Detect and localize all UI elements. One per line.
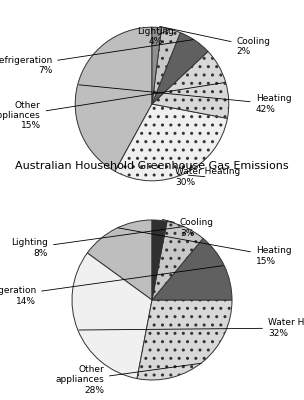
Wedge shape [87, 220, 152, 300]
Text: Other
appliances
15%: Other appliances 15% [0, 82, 224, 130]
Wedge shape [152, 32, 208, 104]
Wedge shape [75, 27, 152, 171]
Text: Lighting
8%: Lighting 8% [11, 226, 184, 258]
Wedge shape [152, 238, 232, 300]
Wedge shape [152, 52, 229, 118]
Text: Other
appliances
28%: Other appliances 28% [55, 363, 201, 395]
Text: Lighting
4%: Lighting 4% [137, 27, 174, 46]
Text: Water Heating
30%: Water Heating 30% [175, 167, 240, 187]
Text: Heating
42%: Heating 42% [79, 85, 291, 114]
Text: Water Heating
32%: Water Heating 32% [79, 318, 304, 338]
Text: Refrigeration
7%: Refrigeration 7% [0, 40, 193, 75]
Text: Heating
15%: Heating 15% [118, 228, 292, 266]
Text: Cooling
3%: Cooling 3% [162, 218, 214, 238]
Wedge shape [152, 220, 167, 300]
Wedge shape [137, 300, 232, 380]
Wedge shape [152, 28, 180, 104]
Wedge shape [115, 104, 227, 181]
Title: Australian Household Greenhouse Gas Emissions: Australian Household Greenhouse Gas Emis… [15, 161, 289, 171]
Wedge shape [152, 27, 162, 104]
Wedge shape [152, 222, 203, 300]
Wedge shape [72, 253, 152, 378]
Text: Cooling
2%: Cooling 2% [160, 26, 271, 56]
Text: Refrigeration
14%: Refrigeration 14% [0, 266, 223, 306]
